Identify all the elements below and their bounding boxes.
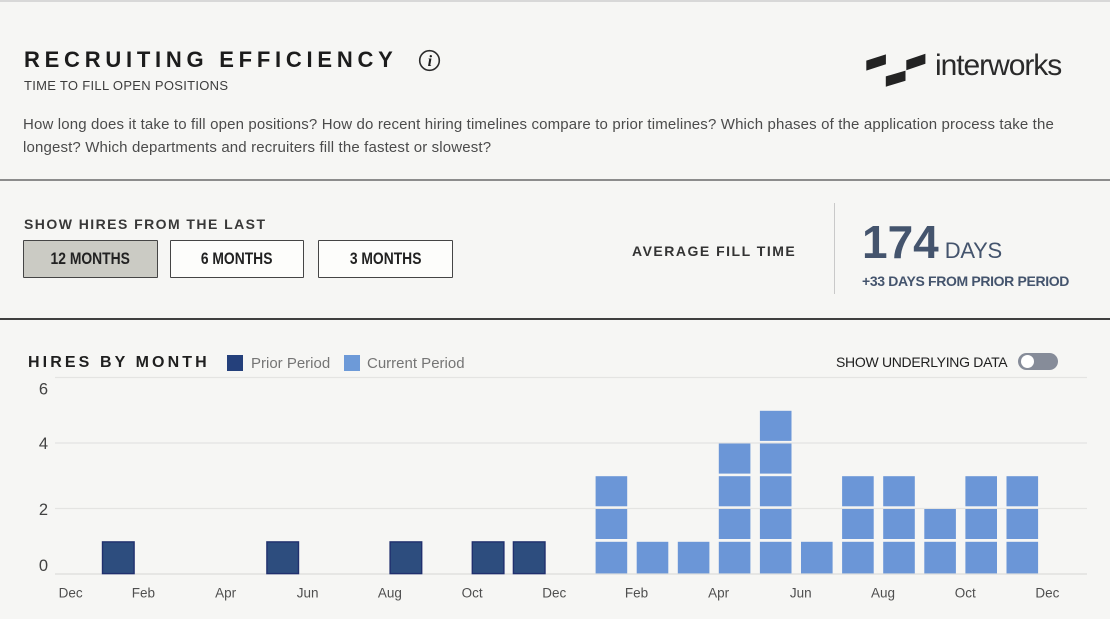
svg-text:i: i xyxy=(428,53,433,70)
svg-text:Feb: Feb xyxy=(132,586,155,601)
svg-text:Aug: Aug xyxy=(378,586,402,601)
svg-text:Oct: Oct xyxy=(955,586,976,601)
svg-text:Jun: Jun xyxy=(297,586,319,601)
svg-text:Dec: Dec xyxy=(1035,586,1059,601)
svg-text:Aug: Aug xyxy=(871,586,895,601)
svg-text:2: 2 xyxy=(39,501,48,519)
svg-text:Feb: Feb xyxy=(625,586,648,601)
svg-text:Apr: Apr xyxy=(708,586,730,601)
svg-text:Jun: Jun xyxy=(790,586,812,601)
svg-text:4: 4 xyxy=(39,435,48,453)
svg-text:Dec: Dec xyxy=(542,586,566,601)
svg-text:0: 0 xyxy=(39,557,48,575)
svg-text:Oct: Oct xyxy=(462,586,483,601)
svg-text:6: 6 xyxy=(39,381,48,399)
svg-text:Dec: Dec xyxy=(59,586,83,601)
svg-text:Apr: Apr xyxy=(215,586,237,601)
